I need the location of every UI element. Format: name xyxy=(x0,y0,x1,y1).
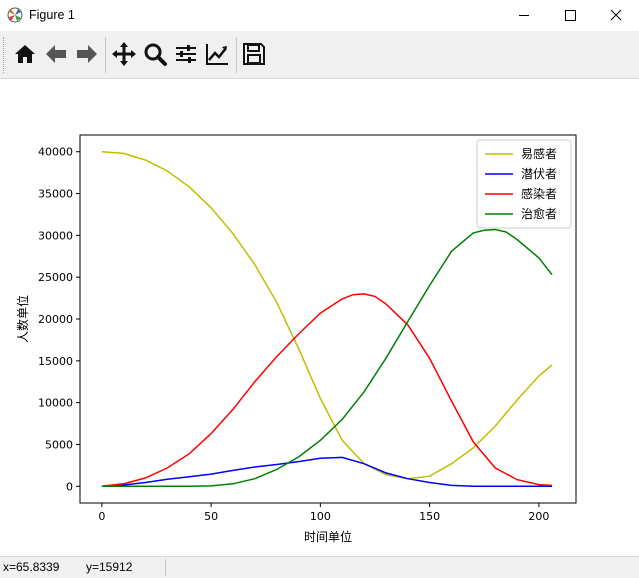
y-tick-label: 30000 xyxy=(38,229,73,242)
series-line-1 xyxy=(101,150,553,480)
series-line-2 xyxy=(101,456,552,488)
home-button[interactable] xyxy=(12,41,38,67)
save-button[interactable] xyxy=(241,41,267,67)
edit-axis-button[interactable] xyxy=(204,41,230,67)
x-tick-label: 50 xyxy=(204,510,218,523)
x-tick-label: 0 xyxy=(98,510,105,523)
x-axis-label: 时间单位 xyxy=(304,529,352,544)
back-button[interactable] xyxy=(43,41,69,67)
series-line-3 xyxy=(101,293,553,488)
minimize-icon xyxy=(519,15,529,16)
legend-label: 治愈者 xyxy=(521,206,557,221)
y-tick-label: 0 xyxy=(66,480,73,493)
pan-button[interactable] xyxy=(111,41,137,67)
back-arrow-icon xyxy=(46,45,66,63)
configure-subplots-icon xyxy=(176,45,196,63)
maximize-button[interactable] xyxy=(547,0,593,31)
minimize-button[interactable] xyxy=(501,0,547,31)
forward-button[interactable] xyxy=(74,41,100,67)
legend-label: 潜伏者 xyxy=(521,167,557,181)
legend-label: 易感者 xyxy=(521,146,557,161)
y-tick-label: 10000 xyxy=(38,397,73,410)
pan-icon xyxy=(112,42,136,66)
status-separator xyxy=(165,559,166,576)
legend-label: 感染者 xyxy=(521,186,557,201)
configure-subplots-button[interactable] xyxy=(173,41,199,67)
close-button[interactable] xyxy=(593,0,639,31)
y-tick-label: 5000 xyxy=(45,438,73,451)
zoom-button[interactable] xyxy=(142,41,168,67)
chart: 0 50 100 150 200 0 5000 10000 15000 20000 25000 30… xyxy=(15,134,577,544)
legend-box xyxy=(476,139,572,229)
maximize-icon xyxy=(565,10,576,21)
x-tick-label: 150 xyxy=(419,510,440,523)
zoom-icon xyxy=(144,43,167,66)
y-tick-label: 20000 xyxy=(38,313,73,326)
toolbar-grip xyxy=(3,37,7,73)
series-line-4 xyxy=(101,228,553,488)
y-tick-label: 35000 xyxy=(38,188,73,201)
y-axis-label: 人数单位 xyxy=(15,295,30,343)
home-icon xyxy=(15,45,35,63)
save-icon xyxy=(243,43,265,65)
toolbar-separator xyxy=(105,37,106,73)
status-bar: x=65.8339 y=15912 xyxy=(0,556,639,578)
y-tick-label: 40000 xyxy=(38,146,73,159)
figure-canvas[interactable]: 0 50 100 150 200 0 5000 10000 15000 20000 25000 30… xyxy=(0,79,639,555)
forward-arrow-icon xyxy=(77,45,97,63)
app-icon xyxy=(7,7,23,23)
window-title: Figure 1 xyxy=(29,8,75,22)
y-coordinate-readout: y=15912 xyxy=(86,560,133,574)
toolbar-separator xyxy=(236,37,237,73)
title-bar: Figure 1 xyxy=(0,0,639,31)
y-tick-label: 25000 xyxy=(38,271,73,284)
close-icon xyxy=(610,9,622,21)
x-tick-label: 100 xyxy=(310,510,331,523)
x-tick-label: 200 xyxy=(528,510,549,523)
x-coordinate-readout: x=65.8339 xyxy=(3,560,60,574)
toolbar xyxy=(0,31,639,79)
edit-axis-icon xyxy=(206,44,228,65)
y-tick-label: 15000 xyxy=(38,355,73,368)
